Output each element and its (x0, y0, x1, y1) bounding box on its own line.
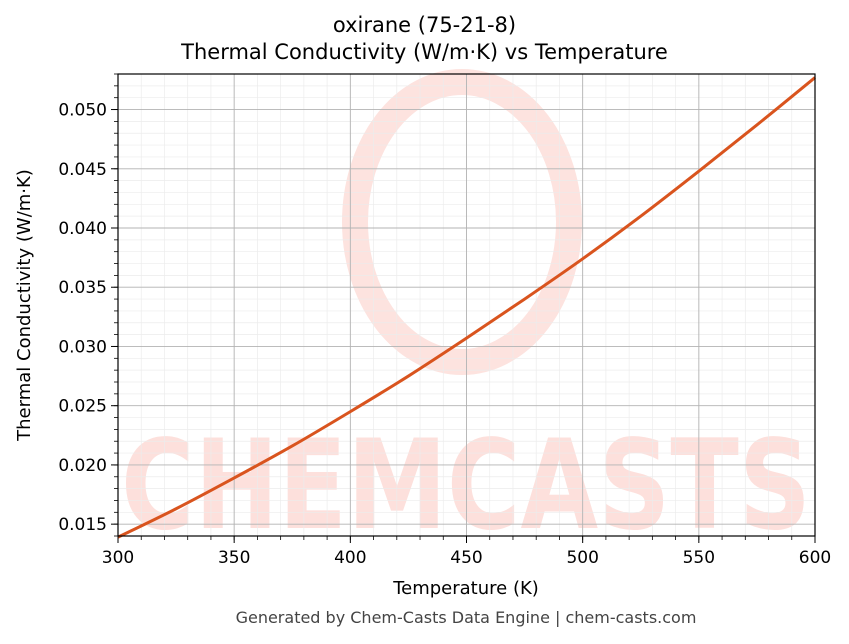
y-axis-label: Thermal Conductivity (W/m·K) (14, 169, 35, 442)
watermark-text: CHEMCASTS (121, 414, 811, 558)
chart-title: oxirane (75-21-8) (332, 13, 517, 37)
chart-subtitle: Thermal Conductivity (W/m·K) vs Temperat… (181, 40, 668, 64)
x-axis: 300 350 400 450 500 550 600 (102, 536, 831, 568)
x-tick-label: 450 (450, 548, 482, 568)
y-tick-label: 0.045 (58, 160, 107, 180)
x-tick-label: 350 (218, 548, 250, 568)
x-axis-label: Temperature (K) (392, 578, 539, 599)
y-axis: 0.015 0.020 0.025 0.030 0.035 0.040 0.045 0.050 (58, 73, 118, 537)
footer-credit: Generated by Chem-Casts Data Engine | ch… (235, 608, 697, 627)
y-tick-label: 0.015 (58, 515, 107, 535)
y-tick-label: 0.050 (58, 101, 107, 121)
x-tick-label: 550 (683, 548, 715, 568)
series-line (117, 76, 816, 539)
x-tick-label: 300 (102, 548, 134, 568)
y-tick-label: 0.030 (58, 337, 107, 357)
x-tick-label: 500 (566, 548, 598, 568)
watermark: CHEMCASTS (121, 69, 811, 558)
x-tick-label: 400 (334, 548, 366, 568)
x-tick-label: 600 (799, 548, 831, 568)
y-tick-label: 0.040 (58, 219, 107, 239)
y-tick-label: 0.020 (58, 456, 107, 476)
y-tick-label: 0.025 (58, 397, 107, 417)
watermark-logo-ring (342, 69, 582, 375)
y-tick-label: 0.035 (58, 278, 107, 298)
